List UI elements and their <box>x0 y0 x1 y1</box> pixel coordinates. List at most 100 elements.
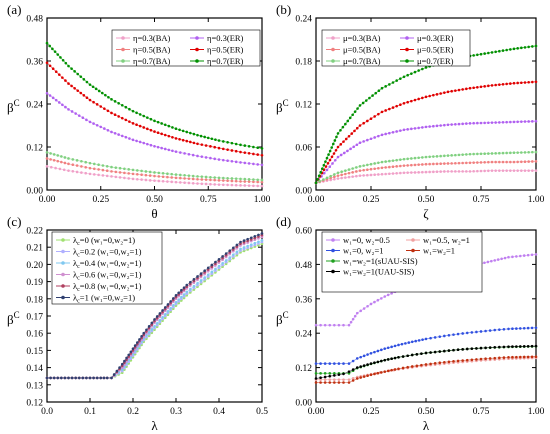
series-point <box>443 349 446 353</box>
series-point <box>342 372 345 376</box>
series-point <box>505 169 508 172</box>
series-point <box>347 370 351 373</box>
series-point <box>63 376 67 380</box>
series-point <box>110 130 113 134</box>
series-point <box>74 112 77 115</box>
series-point <box>147 331 151 334</box>
y-tick-label: 0.12 <box>295 101 312 111</box>
series-point <box>97 173 100 177</box>
legend-sub: c <box>77 241 80 247</box>
series-point <box>450 162 453 165</box>
y-tick-label: 0.14 <box>26 364 43 374</box>
series-point <box>443 170 446 173</box>
x-tick-label: 0.2 <box>127 407 139 417</box>
series-point <box>406 164 409 167</box>
series-point <box>386 358 390 361</box>
series-point <box>247 144 251 148</box>
series-point <box>523 120 527 123</box>
series-point <box>247 184 251 187</box>
series-point <box>395 158 398 162</box>
series-point <box>45 61 49 65</box>
series-point <box>410 163 413 167</box>
series-point <box>174 176 178 180</box>
series-point <box>70 110 74 113</box>
series-point <box>84 165 87 169</box>
legend-label: λc=0.4 (w₁=0,w₂=1) <box>73 258 142 270</box>
series-point <box>203 135 206 139</box>
series-point <box>62 168 66 172</box>
x-tick-label: 0.50 <box>418 407 435 417</box>
series-point <box>161 175 165 179</box>
series-point <box>390 345 393 349</box>
series-point <box>358 124 362 127</box>
series-point <box>45 376 49 380</box>
series-point <box>373 372 376 376</box>
series-point <box>213 183 216 186</box>
series-point <box>200 178 204 181</box>
series-point <box>252 162 255 166</box>
legend-swatch-marker <box>331 238 335 242</box>
x-tick-label: 0.50 <box>418 195 435 205</box>
series-point <box>454 161 457 165</box>
series-point <box>120 116 124 120</box>
series-point <box>439 162 442 166</box>
series-point <box>48 44 51 48</box>
series-point <box>256 180 260 184</box>
series-point <box>63 161 67 165</box>
series-point <box>498 345 501 349</box>
series-point <box>527 45 530 49</box>
series-point <box>84 160 87 164</box>
series-2 <box>45 157 264 184</box>
series-point <box>328 374 332 378</box>
legend-swatch-marker <box>121 59 125 63</box>
series-point <box>158 312 162 315</box>
x-tick-label: 1.00 <box>528 195 545 205</box>
series-point <box>494 160 497 164</box>
series-point <box>413 98 417 102</box>
series-point <box>334 148 338 152</box>
series-point <box>133 344 137 347</box>
series-point <box>120 362 124 366</box>
series-point <box>531 120 534 123</box>
series-point <box>329 174 332 178</box>
series-point <box>127 168 130 171</box>
series-point <box>516 151 519 154</box>
series-point <box>373 173 376 177</box>
series-point <box>213 145 216 149</box>
series-point <box>443 154 446 158</box>
y-tick-label: 0.06 <box>295 144 312 154</box>
series-point <box>465 331 469 335</box>
series-point <box>328 372 332 375</box>
series-point <box>60 376 63 380</box>
series-point <box>349 147 352 151</box>
series-point <box>226 159 229 162</box>
series-point <box>179 181 182 184</box>
series-point <box>120 103 124 107</box>
series-point <box>54 70 58 73</box>
series-point <box>136 177 139 181</box>
series-point <box>127 172 130 175</box>
series-point <box>228 249 232 252</box>
series-point <box>203 276 206 279</box>
series-point <box>99 125 103 129</box>
series-point <box>247 152 251 155</box>
series-point <box>340 170 343 174</box>
legend: μ=0.3(BA) μ=0.3(ER)μ=0.5(BA) μ=0.5(ER)μ=0.… <box>321 29 471 67</box>
series-point <box>70 67 73 70</box>
series-point <box>523 169 527 172</box>
series-point <box>131 109 135 113</box>
series-point <box>128 107 131 111</box>
series-point <box>450 154 453 157</box>
series-point <box>527 150 530 154</box>
series-point <box>362 164 365 167</box>
series-point <box>75 159 79 162</box>
series-point <box>507 355 510 359</box>
series-point <box>530 355 534 359</box>
series-point <box>102 376 106 380</box>
series-point <box>316 178 319 181</box>
series-point <box>450 170 453 173</box>
series-point <box>509 160 512 164</box>
y-tick-label: 0.19 <box>26 278 43 288</box>
series-point <box>410 171 413 174</box>
legend-swatch-marker <box>411 248 415 253</box>
